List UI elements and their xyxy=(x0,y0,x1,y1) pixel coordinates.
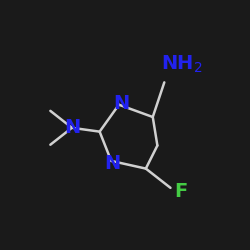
Text: N: N xyxy=(104,154,121,174)
Text: N: N xyxy=(113,94,129,113)
Text: F: F xyxy=(174,182,187,201)
Text: N: N xyxy=(64,118,81,137)
Text: NH$_2$: NH$_2$ xyxy=(161,53,203,74)
